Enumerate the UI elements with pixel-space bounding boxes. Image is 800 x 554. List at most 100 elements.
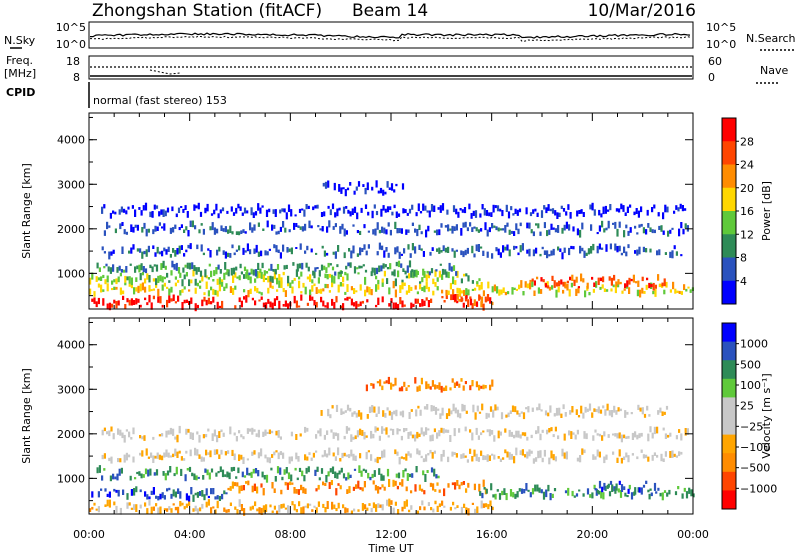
echo-cell	[130, 224, 133, 232]
echo-cell	[401, 479, 404, 487]
echo-cell	[189, 220, 192, 227]
echo-cell	[227, 450, 230, 454]
echo-cell	[193, 265, 196, 272]
echo-cell	[657, 274, 660, 281]
echo-cell	[288, 456, 291, 464]
echo-cell	[293, 504, 296, 511]
echo-cell	[320, 288, 323, 294]
echo-cell	[357, 509, 360, 512]
echo-cell	[498, 493, 502, 500]
echo-cell	[295, 247, 298, 249]
colorbar-swatch	[722, 141, 736, 165]
echo-cell	[514, 493, 517, 499]
echo-cell	[108, 430, 111, 437]
echo-cell	[141, 436, 144, 440]
echo-cell	[155, 495, 158, 499]
echo-cell	[326, 453, 329, 458]
echo-cell	[394, 377, 397, 386]
echo-cell	[166, 299, 169, 308]
echo-cell	[564, 490, 568, 494]
echo-cell	[516, 209, 519, 216]
echo-cell	[196, 282, 199, 287]
echo-cell	[415, 269, 418, 278]
echo-cell	[346, 404, 350, 411]
echo-cell	[290, 247, 293, 255]
echo-cell	[442, 449, 445, 457]
echo-cell	[163, 508, 166, 511]
echo-cell	[394, 302, 397, 310]
echo-cell	[231, 449, 234, 456]
echo-cell	[126, 502, 129, 509]
echo-cell	[264, 250, 267, 256]
echo-cell	[383, 381, 386, 384]
echo-cell	[284, 290, 287, 297]
echo-cell	[144, 278, 147, 284]
echo-cell	[660, 453, 663, 462]
echo-cell	[623, 456, 626, 460]
echo-cell	[623, 434, 626, 439]
echo-cell	[98, 267, 101, 272]
echo-cell	[249, 222, 252, 231]
echo-cell	[346, 508, 349, 513]
echo-cell	[250, 471, 253, 478]
echo-cell	[168, 487, 171, 491]
echo-cell	[229, 502, 232, 506]
echo-cell	[524, 454, 527, 458]
echo-cell	[284, 227, 287, 233]
echo-cell	[256, 508, 259, 512]
echo-cell	[161, 492, 164, 499]
echo-cell	[101, 475, 104, 481]
echo-cell	[398, 457, 401, 465]
echo-cell	[467, 508, 470, 516]
echo-cell	[590, 246, 593, 254]
echo-cell	[610, 288, 613, 292]
echo-cell	[273, 271, 276, 280]
echo-cell	[614, 433, 617, 437]
echo-cell	[201, 503, 204, 509]
echo-cell	[383, 227, 386, 234]
echo-cell	[375, 275, 378, 280]
echo-cell	[616, 457, 619, 463]
echo-cell	[401, 281, 404, 290]
echo-cell	[328, 220, 331, 228]
echo-cell	[372, 502, 375, 509]
echo-cell	[358, 265, 361, 269]
echo-cell	[447, 246, 450, 253]
freq-label: Freq.	[6, 54, 33, 67]
echo-cell	[555, 282, 558, 287]
echo-cell	[541, 246, 544, 250]
echo-cell	[449, 282, 452, 290]
echo-cell	[409, 253, 412, 258]
noise-tick-left-top: 10^5	[56, 21, 86, 34]
echo-cell	[486, 454, 489, 462]
echo-cell	[322, 288, 325, 292]
echo-cell	[201, 299, 204, 307]
echo-cell	[421, 287, 424, 291]
echo-cell	[277, 230, 280, 235]
echo-cell	[238, 485, 241, 494]
echo-cell	[463, 207, 467, 214]
echo-cell	[486, 251, 489, 258]
echo-cell	[288, 229, 291, 233]
echo-cell	[588, 292, 591, 296]
echo-cell	[626, 280, 629, 287]
echo-cell	[265, 474, 269, 483]
echo-cell	[451, 378, 454, 383]
echo-cell	[112, 473, 115, 480]
echo-cell	[401, 410, 405, 418]
echo-cell	[436, 482, 439, 486]
echo-cell	[447, 429, 450, 433]
echo-cell	[250, 207, 253, 216]
echo-cell	[275, 231, 278, 235]
echo-cell	[324, 273, 327, 279]
echo-cell	[207, 495, 210, 499]
echo-cell	[329, 263, 332, 266]
echo-cell	[246, 428, 249, 434]
echo-cell	[97, 297, 100, 305]
echo-cell	[450, 266, 453, 272]
nsearch-label: N.Search	[746, 32, 796, 45]
echo-cell	[682, 228, 685, 235]
echo-cell	[649, 227, 652, 232]
echo-cell	[451, 451, 454, 457]
